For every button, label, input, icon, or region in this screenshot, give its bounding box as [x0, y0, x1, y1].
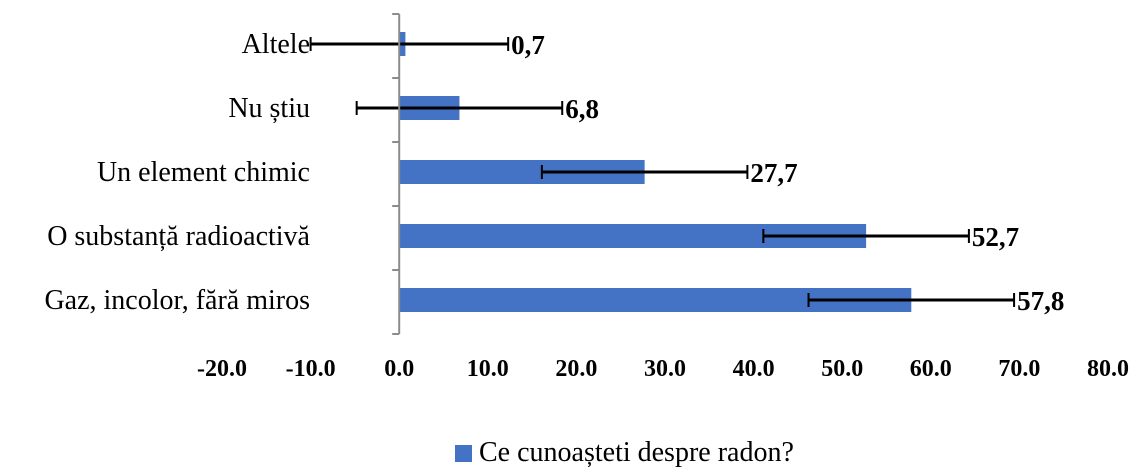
category-label: Gaz, incolor, fără miros [44, 285, 310, 316]
x-tick-label: 30.0 [644, 356, 686, 382]
data-label: 57,8 [1017, 286, 1064, 316]
axes-layer [392, 13, 401, 335]
x-tick-label: 60.0 [910, 356, 952, 382]
x-tick-label: -20.0 [197, 356, 247, 382]
data-label: 0,7 [511, 30, 545, 60]
data-label: 6,8 [565, 94, 599, 124]
error-bars-layer [309, 37, 1016, 307]
x-tick-label: 40.0 [733, 356, 775, 382]
category-label: Altele [242, 29, 310, 60]
legend-label: Ce cunoașteti despre radon? [479, 437, 794, 468]
data-labels-layer: 0,7 6,8 27,7 52,7 57,8 [511, 30, 1064, 316]
data-label: 52,7 [972, 222, 1019, 252]
category-label: O substanță radioactivă [47, 221, 310, 252]
legend: Ce cunoașteti despre radon? [455, 437, 794, 468]
x-tick-label: 10.0 [467, 356, 509, 382]
category-label: Nu știu [228, 93, 310, 124]
tick-labels-layer: -20.0 -10.0 0.0 10.0 20.0 30.0 40.0 50.0 60.0 70.… [197, 356, 1129, 382]
x-tick-label: -10.0 [286, 356, 336, 382]
data-label: 27,7 [750, 158, 797, 188]
x-tick-label: 0.0 [384, 356, 414, 382]
legend-swatch [455, 445, 472, 462]
x-tick-label: 80.0 [1087, 356, 1129, 382]
category-label: Un element chimic [97, 157, 310, 188]
x-tick-label: 50.0 [821, 356, 863, 382]
x-tick-label: 70.0 [998, 356, 1040, 382]
category-labels-layer: Altele Nu știu Un element chimic O substanț… [44, 29, 310, 316]
x-tick-label: 20.0 [555, 356, 597, 382]
